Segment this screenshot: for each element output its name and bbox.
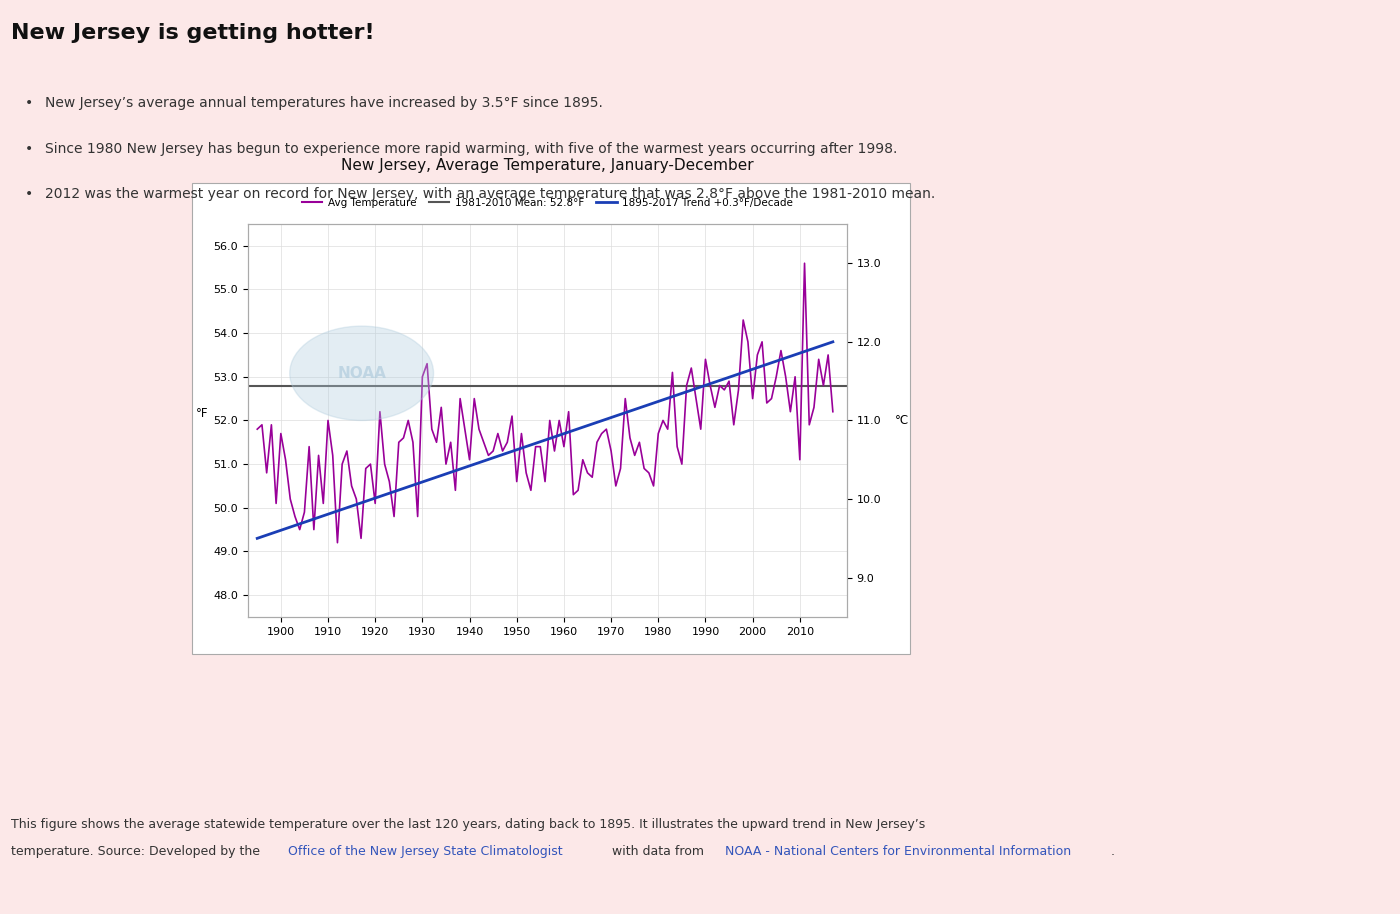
Text: New Jersey’s average annual temperatures have increased by 3.5°F since 1895.: New Jersey’s average annual temperatures… — [45, 96, 602, 110]
Text: with data from: with data from — [608, 845, 708, 858]
Circle shape — [290, 326, 434, 420]
Text: NOAA: NOAA — [337, 366, 386, 381]
Y-axis label: °F: °F — [196, 408, 209, 420]
Text: temperature. Source: Developed by the: temperature. Source: Developed by the — [11, 845, 265, 858]
Text: Since 1980 New Jersey has begun to experience more rapid warming, with five of t: Since 1980 New Jersey has begun to exper… — [45, 142, 897, 155]
Text: •: • — [25, 187, 34, 201]
Legend: Avg Temperature, 1981-2010 Mean: 52.8°F, 1895-2017 Trend +0.3°F/Decade: Avg Temperature, 1981-2010 Mean: 52.8°F,… — [297, 194, 798, 212]
Text: Office of the New Jersey State Climatologist: Office of the New Jersey State Climatolo… — [288, 845, 563, 858]
Text: This figure shows the average statewide temperature over the last 120 years, dat: This figure shows the average statewide … — [11, 818, 925, 831]
Text: New Jersey is getting hotter!: New Jersey is getting hotter! — [11, 23, 375, 43]
Text: •: • — [25, 96, 34, 110]
Text: °C: °C — [895, 414, 909, 427]
Text: NOAA - National Centers for Environmental Information: NOAA - National Centers for Environmenta… — [725, 845, 1071, 858]
Text: New Jersey, Average Temperature, January-December: New Jersey, Average Temperature, January… — [342, 158, 753, 173]
Text: 2012 was the warmest year on record for New Jersey, with an average temperature : 2012 was the warmest year on record for … — [45, 187, 935, 201]
Text: •: • — [25, 142, 34, 155]
Text: .: . — [1110, 845, 1114, 858]
